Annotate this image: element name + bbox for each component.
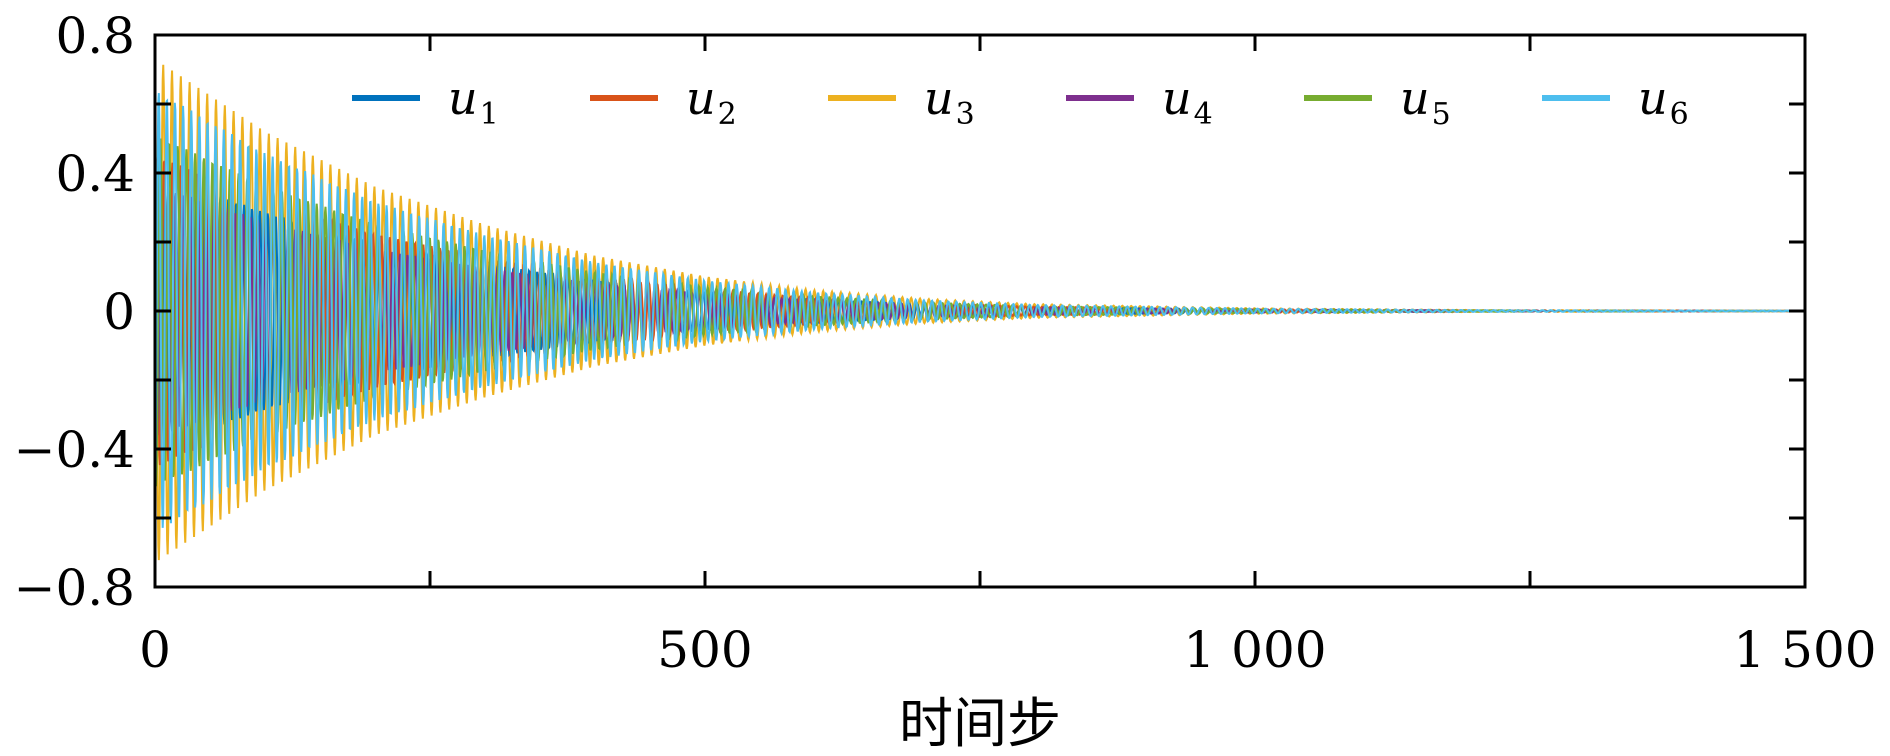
- legend-entry-u5: u5: [1304, 71, 1451, 132]
- series-line-u6: [154, 93, 1806, 528]
- y-tick-label: 0.8: [55, 7, 135, 65]
- x-tick-label: 1 500: [1733, 621, 1876, 679]
- y-tick-label: 0.4: [55, 145, 135, 203]
- x-tick-label: 0: [139, 621, 171, 679]
- plot-lines: [154, 64, 1806, 561]
- legend-label: u6: [1638, 71, 1689, 132]
- legend-entry-u3: u3: [828, 71, 975, 132]
- axis-ticks: [153, 33, 1807, 589]
- y-tick-label: −0.8: [14, 559, 135, 617]
- x-axis-title: 时间步: [899, 692, 1061, 755]
- legend-label: u5: [1400, 71, 1451, 132]
- x-tick-label: 500: [657, 621, 752, 679]
- legend-label: u2: [686, 71, 737, 132]
- x-tick-labels: 0 500 1 000 1 500: [139, 621, 1876, 679]
- legend-label: u3: [924, 71, 975, 132]
- x-tick-label: 1 000: [1183, 621, 1326, 679]
- legend-label: u4: [1162, 71, 1213, 132]
- legend-entry-u6: u6: [1542, 71, 1689, 132]
- legend-entry-u2: u2: [590, 71, 737, 132]
- legend-label: u1: [448, 71, 499, 132]
- y-tick-label: −0.4: [14, 421, 135, 479]
- legend-entry-u1: u1: [352, 71, 499, 132]
- y-tick-labels: −0.8 −0.4 0 0.4 0.8: [14, 7, 135, 617]
- y-tick-label: 0: [103, 283, 135, 341]
- legend: u1 u2 u3 u4 u5 u6: [352, 71, 1689, 132]
- legend-entry-u4: u4: [1066, 71, 1213, 132]
